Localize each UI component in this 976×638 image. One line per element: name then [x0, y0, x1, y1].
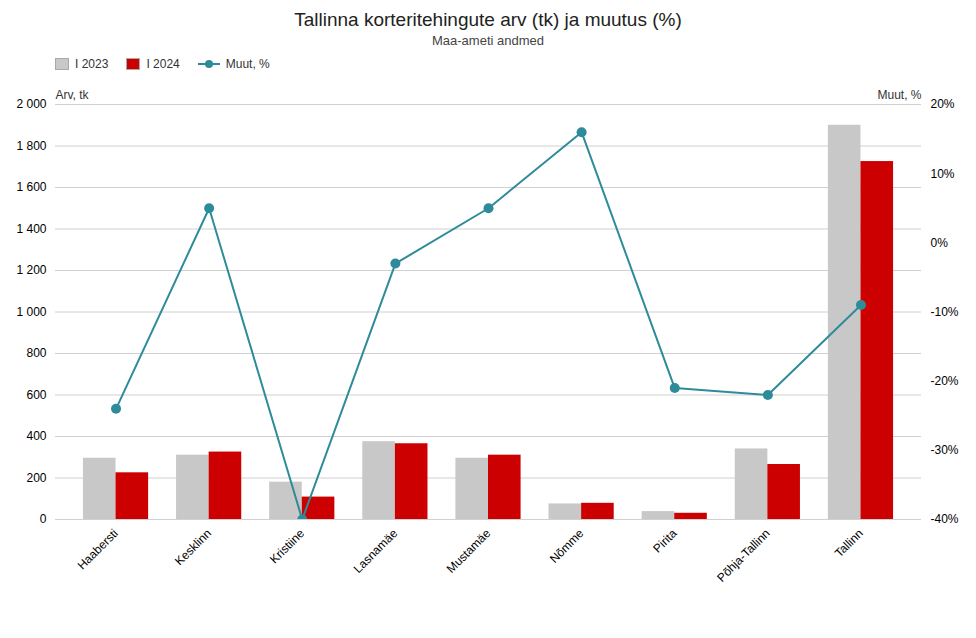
svg-text:200: 200	[26, 471, 46, 485]
svg-text:1 800: 1 800	[16, 139, 46, 153]
svg-text:Arv, tk: Arv, tk	[56, 88, 90, 102]
svg-text:Haabersti: Haabersti	[75, 526, 121, 572]
html-text:Tallinna korteritehingute arv: Tallinna korteritehingute arv (tk) ja mu…	[294, 9, 682, 30]
html-text:I 2023: I 2023	[75, 57, 109, 71]
svg-text:Nõmme: Nõmme	[547, 526, 587, 566]
svg-text:0%: 0%	[931, 236, 949, 250]
svg-text:Kristiine: Kristiine	[267, 526, 307, 566]
svg-text:-20%: -20%	[931, 374, 959, 388]
svg-text:Tallinn: Tallinn	[832, 526, 866, 560]
svg-text:1 600: 1 600	[16, 180, 46, 194]
svg-text:800: 800	[26, 346, 46, 360]
svg-text:Kesklinn: Kesklinn	[172, 526, 214, 568]
svg-text:1 000: 1 000	[16, 305, 46, 319]
svg-text:Põhja-Tallinn: Põhja-Tallinn	[714, 526, 772, 584]
svg-text:1 200: 1 200	[16, 263, 46, 277]
svg-text:0: 0	[40, 512, 47, 526]
html-text:Muut, %: Muut, %	[225, 57, 270, 71]
html-text:Maa-ameti andmed: Maa-ameti andmed	[432, 33, 544, 48]
svg-text:-30%: -30%	[931, 443, 959, 457]
svg-text:-10%: -10%	[931, 305, 959, 319]
svg-text:600: 600	[26, 388, 46, 402]
svg-text:Muut, %: Muut, %	[877, 88, 921, 102]
svg-text:Mustamäe: Mustamäe	[444, 526, 494, 576]
svg-text:Lasnamäe: Lasnamäe	[351, 526, 401, 576]
svg-text:400: 400	[26, 429, 46, 443]
svg-text:20%: 20%	[931, 97, 955, 111]
svg-text:1 400: 1 400	[16, 222, 46, 236]
svg-text:2 000: 2 000	[16, 97, 46, 111]
html-text:I 2024: I 2024	[146, 57, 180, 71]
svg-text:-40%: -40%	[931, 512, 959, 526]
svg-text:Pirita: Pirita	[650, 526, 679, 555]
svg-text:10%: 10%	[931, 167, 955, 181]
